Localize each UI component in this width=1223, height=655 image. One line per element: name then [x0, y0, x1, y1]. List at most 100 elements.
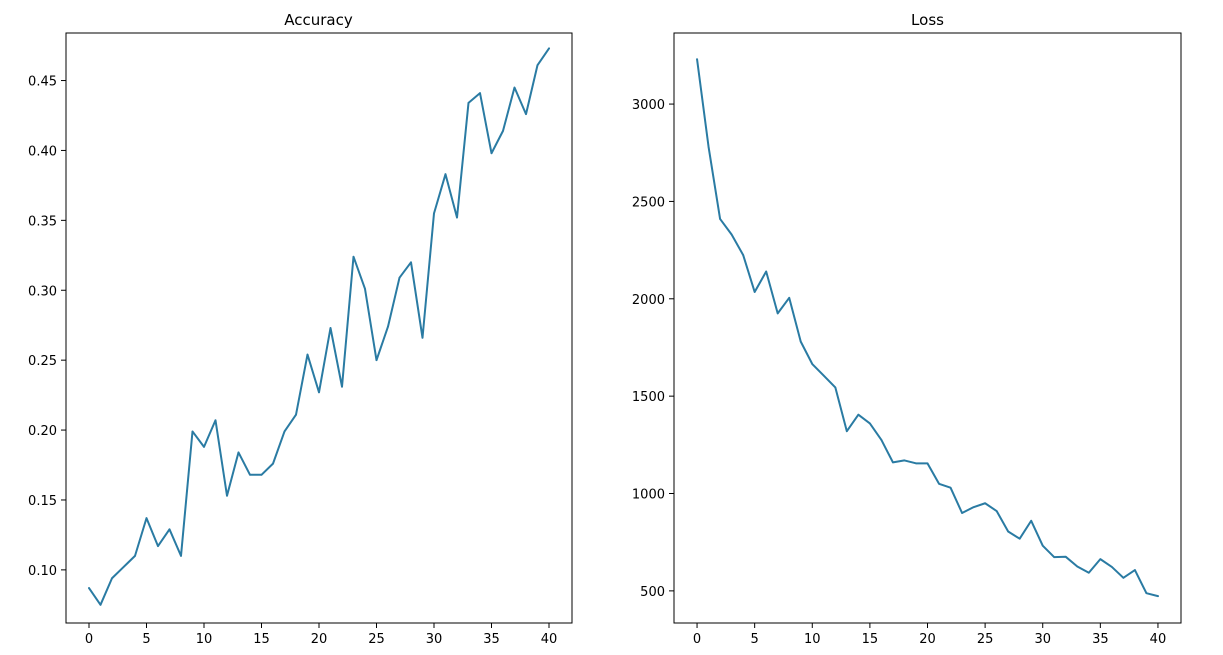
accuracy-data-point [168, 528, 171, 531]
accuracy-y-tick-label: 0.15 [28, 494, 57, 509]
loss-chart: Loss 0 5 10 15 20 25 30 35 40 500 1000 1500 2000 2500… [632, 11, 1182, 647]
loss-y-tick-label: 3000 [632, 98, 665, 113]
loss-y-tick-label: 2000 [632, 293, 665, 308]
loss-data-point [995, 510, 998, 512]
loss-x-tick-label: 25 [977, 632, 994, 647]
accuracy-data-point [341, 385, 343, 388]
accuracy-data-point [352, 255, 355, 258]
loss-data-point [972, 506, 975, 508]
loss-data-point [696, 58, 698, 61]
loss-y-tick-label: 500 [640, 585, 665, 600]
accuracy-axes-frame [65, 32, 573, 624]
accuracy-data-point [272, 462, 274, 465]
loss-data-point [892, 461, 894, 464]
loss-data-point [1053, 556, 1056, 558]
accuracy-x-tick-label: 15 [253, 632, 270, 647]
accuracy-data-point [433, 212, 435, 215]
loss-x-tick-label: 30 [1034, 632, 1051, 647]
accuracy-data-point [398, 276, 401, 279]
accuracy-data-point [387, 325, 389, 328]
accuracy-plot-area: 0 5 10 15 20 25 30 35 40 0.10 0.15 0.20 0.25 0.30 0.35… [28, 47, 558, 647]
loss-data-point [719, 218, 721, 220]
loss-data-point [753, 291, 756, 293]
loss-data-point [1088, 571, 1090, 574]
accuracy-y-tick-label: 0.45 [28, 75, 57, 90]
loss-x-tick-label: 10 [804, 632, 821, 647]
loss-data-point [765, 270, 767, 273]
loss-y-tick-label: 1500 [632, 390, 665, 405]
accuracy-data-point [318, 391, 320, 394]
accuracy-y-tick-label: 0.20 [28, 424, 57, 439]
loss-data-point [707, 146, 710, 148]
loss-data-point [811, 363, 814, 365]
accuracy-data-point [490, 152, 493, 155]
accuracy-data-point [249, 474, 251, 476]
accuracy-x-tick-label: 20 [311, 632, 328, 647]
loss-data-point [1145, 592, 1148, 595]
loss-x-tick-label: 15 [862, 632, 879, 647]
loss-x-tick-label: 0 [693, 632, 701, 647]
accuracy-data-point [88, 587, 90, 589]
accuracy-x-tick-label: 40 [541, 632, 558, 647]
accuracy-y-tick-label: 0.10 [28, 564, 57, 579]
accuracy-data-point [513, 86, 516, 89]
accuracy-data-point [548, 47, 550, 50]
accuracy-data-point [525, 113, 527, 115]
accuracy-data-point [214, 419, 217, 422]
loss-data-point [1111, 566, 1113, 568]
accuracy-y-tick-label: 0.35 [28, 214, 57, 229]
accuracy-data-point [444, 173, 447, 176]
loss-data-point [1064, 555, 1067, 558]
loss-data-point [776, 312, 779, 315]
accuracy-data-point [502, 130, 504, 132]
accuracy-data-point [111, 577, 113, 580]
accuracy-data-point [410, 261, 412, 264]
accuracy-data-point [283, 430, 286, 433]
accuracy-y-tick-label: 0.25 [28, 354, 57, 369]
loss-data-point [915, 462, 917, 465]
loss-y-tick-label: 2500 [632, 195, 665, 210]
accuracy-x-tick-label: 30 [426, 632, 443, 647]
accuracy-x-tick-label: 5 [142, 632, 150, 647]
accuracy-y-tick-label: 0.40 [28, 144, 57, 159]
accuracy-data-point [421, 336, 424, 339]
accuracy-data-point [99, 604, 102, 606]
loss-data-point [1099, 558, 1102, 560]
loss-data-point [1007, 530, 1009, 533]
loss-data-point [869, 422, 871, 425]
loss-data-point [1122, 577, 1125, 579]
accuracy-chart-title: Accuracy [284, 11, 353, 29]
loss-data-point [788, 297, 791, 299]
loss-data-point [949, 486, 952, 489]
accuracy-x-tick-label: 25 [368, 632, 385, 647]
accuracy-data-point [237, 451, 240, 454]
loss-chart-title: Loss [911, 11, 944, 29]
loss-data-point [822, 374, 825, 377]
loss-data-point [834, 386, 837, 389]
loss-data-point [1134, 569, 1136, 571]
loss-data-point [903, 459, 906, 462]
loss-y-tick-label: 1000 [632, 488, 665, 503]
accuracy-data-point [157, 545, 159, 547]
loss-data-point [1018, 537, 1021, 540]
accuracy-chart: Accuracy 0 5 10 15 20 25 30 35 40 0.10 0.15 0.20 0.2… [28, 11, 573, 647]
loss-data-point [1030, 519, 1033, 522]
accuracy-data-point [479, 92, 481, 94]
loss-data-point [984, 502, 986, 505]
accuracy-x-tick-label: 0 [85, 632, 93, 647]
loss-axes-frame [673, 32, 1182, 624]
accuracy-data-point [456, 216, 458, 219]
accuracy-data-point [180, 555, 182, 557]
accuracy-data-point [295, 413, 297, 416]
loss-x-tick-label: 35 [1092, 632, 1109, 647]
accuracy-data-point [536, 64, 539, 66]
loss-data-point [1076, 565, 1079, 568]
accuracy-data-point [364, 288, 366, 290]
loss-data-point [938, 482, 940, 485]
loss-data-point [1157, 595, 1159, 597]
accuracy-data-point [306, 353, 309, 356]
loss-x-tick-label: 40 [1150, 632, 1167, 647]
accuracy-data-point [203, 446, 205, 448]
accuracy-data-point [329, 327, 332, 329]
